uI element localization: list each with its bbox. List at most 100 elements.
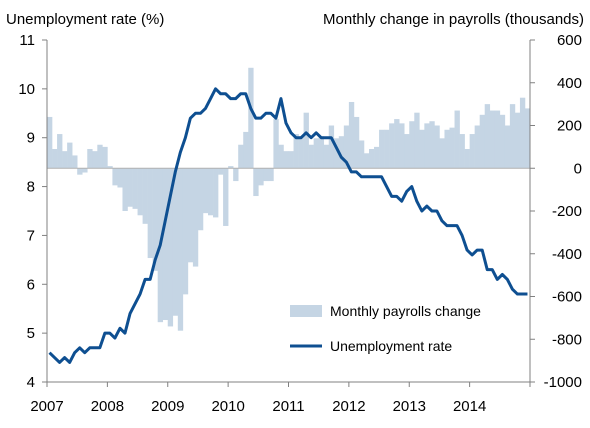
payroll-bar bbox=[127, 168, 133, 207]
payroll-bar bbox=[67, 142, 73, 169]
left-tick-label: 6 bbox=[27, 276, 35, 293]
x-tick-label: 2014 bbox=[453, 398, 486, 415]
payroll-bar bbox=[509, 104, 516, 169]
payroll-bar bbox=[92, 151, 98, 169]
payroll-bar bbox=[399, 123, 405, 169]
payroll-bar bbox=[258, 168, 264, 186]
payroll-bar bbox=[167, 168, 174, 327]
legend-bars-swatch bbox=[290, 305, 322, 317]
payroll-bar bbox=[283, 151, 289, 169]
right-axis-title: Monthly change in payrolls (thousands) bbox=[323, 11, 584, 28]
payroll-bar bbox=[479, 114, 486, 169]
payroll-bar bbox=[504, 125, 511, 169]
payroll-bar bbox=[384, 129, 390, 169]
payroll-bar bbox=[107, 166, 113, 169]
payroll-bar bbox=[273, 119, 279, 169]
payroll-bar bbox=[484, 104, 491, 169]
payroll-bar bbox=[343, 125, 350, 169]
payroll-bar bbox=[469, 134, 475, 169]
x-tick-label: 2013 bbox=[393, 398, 426, 415]
payroll-bar bbox=[328, 125, 335, 169]
right-tick-label: -800 bbox=[552, 331, 582, 348]
payroll-bar bbox=[177, 168, 184, 331]
payroll-bar bbox=[459, 134, 465, 169]
payroll-bar bbox=[394, 119, 400, 169]
payroll-bar bbox=[439, 138, 445, 169]
payroll-bar bbox=[389, 123, 395, 169]
payroll-bar bbox=[102, 146, 108, 169]
payroll-bar bbox=[474, 125, 480, 169]
legend-bars-label: Monthly payrolls change bbox=[330, 303, 481, 319]
payroll-bar bbox=[117, 168, 123, 188]
left-axis-title: Unemployment rate (%) bbox=[6, 11, 164, 28]
left-tick-label: 11 bbox=[19, 32, 35, 49]
payroll-bar bbox=[409, 121, 415, 169]
x-tick-label: 2007 bbox=[30, 398, 63, 415]
payroll-bar bbox=[379, 129, 385, 169]
payroll-bar bbox=[253, 168, 259, 197]
payroll-bar bbox=[238, 144, 244, 169]
left-tick-label: 7 bbox=[27, 227, 35, 244]
right-tick-label: 400 bbox=[557, 75, 582, 92]
right-tick-label: 0 bbox=[574, 160, 582, 177]
legend-line-label: Unemployment rate bbox=[330, 338, 452, 354]
payroll-bar bbox=[142, 168, 148, 224]
right-tick-label: -200 bbox=[552, 203, 582, 220]
payroll-bar bbox=[87, 149, 93, 169]
payroll-bar bbox=[192, 168, 199, 267]
payroll-bar bbox=[278, 144, 284, 169]
payroll-bar bbox=[218, 168, 224, 175]
left-tick-label: 10 bbox=[18, 81, 35, 98]
left-tick-label: 9 bbox=[27, 130, 35, 147]
payroll-bar bbox=[213, 168, 219, 218]
payroll-bar bbox=[424, 123, 430, 169]
right-tick-label: -400 bbox=[552, 246, 582, 263]
right-tick-label: 200 bbox=[557, 118, 582, 135]
payroll-bar bbox=[187, 168, 194, 263]
payroll-bar bbox=[147, 168, 153, 259]
payroll-bar bbox=[268, 168, 274, 182]
payroll-bar bbox=[303, 112, 309, 169]
payroll-bar bbox=[414, 112, 420, 169]
payroll-bar bbox=[298, 136, 304, 169]
right-tick-label: -1000 bbox=[544, 374, 582, 391]
payroll-bar bbox=[358, 140, 365, 169]
x-tick-label: 2009 bbox=[151, 398, 184, 415]
payroll-bar bbox=[263, 168, 269, 182]
payroll-bar bbox=[97, 144, 103, 169]
payroll-bar bbox=[499, 114, 506, 169]
payroll-bar bbox=[248, 67, 254, 169]
right-tick-label: -600 bbox=[552, 289, 582, 306]
left-tick-label: 5 bbox=[27, 325, 35, 342]
payroll-bar bbox=[112, 168, 118, 186]
payroll-bar bbox=[47, 116, 53, 169]
x-tick-label: 2008 bbox=[91, 398, 124, 415]
payroll-bar bbox=[519, 97, 526, 169]
payroll-bar bbox=[152, 168, 158, 271]
payroll-bar bbox=[348, 101, 355, 169]
payroll-bar bbox=[243, 131, 249, 169]
payroll-bar bbox=[228, 166, 234, 169]
payroll-bar bbox=[514, 112, 521, 169]
payroll-bar bbox=[464, 149, 470, 169]
right-tick-label: 600 bbox=[557, 32, 582, 49]
payroll-bar bbox=[172, 168, 179, 316]
payroll-bars bbox=[47, 67, 531, 331]
unemployment-line-layer bbox=[48, 87, 528, 364]
payroll-bar bbox=[223, 168, 229, 226]
payroll-bar bbox=[308, 144, 314, 169]
unemployment-line bbox=[48, 87, 528, 364]
x-tick-label: 2012 bbox=[332, 398, 365, 415]
payroll-bar bbox=[233, 168, 239, 182]
payroll-bar bbox=[288, 151, 294, 169]
payroll-bar bbox=[52, 149, 58, 169]
payroll-bar bbox=[338, 136, 345, 169]
payroll-bar bbox=[57, 134, 63, 169]
payroll-bar bbox=[489, 110, 496, 169]
payroll-bar bbox=[369, 149, 375, 169]
payroll-bar bbox=[72, 155, 78, 169]
payroll-bar bbox=[208, 168, 214, 216]
payroll-bar bbox=[318, 136, 325, 169]
payroll-bar bbox=[197, 168, 204, 231]
